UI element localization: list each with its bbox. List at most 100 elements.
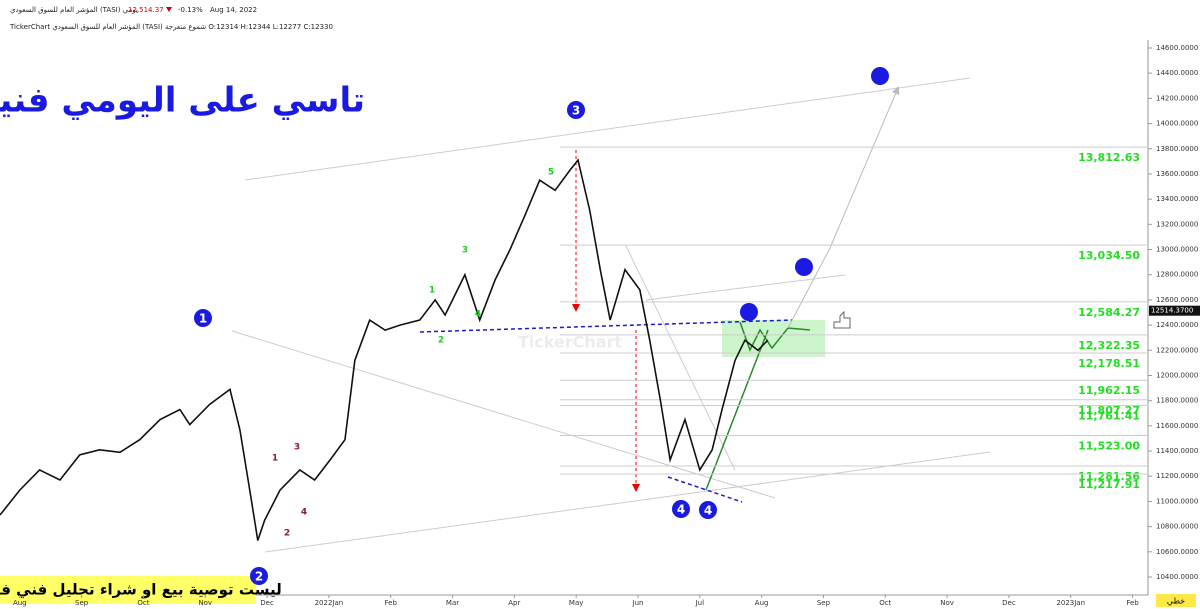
level-label: 13,812.63 — [1078, 151, 1140, 164]
trendline — [419, 319, 793, 333]
y-tick-label: 10400.0000 — [1156, 573, 1198, 581]
y-tick-label: 14200.0000 — [1156, 94, 1198, 102]
level-label: 11,807.27 — [1078, 404, 1140, 417]
wave-label: 4 — [677, 503, 685, 517]
y-tick-label: 13600.0000 — [1156, 170, 1198, 178]
level-label: 11,962.15 — [1078, 384, 1140, 397]
level-label: 12,178.51 — [1078, 357, 1140, 370]
x-tick-label: Apr — [508, 599, 520, 607]
wave-label: 3 — [294, 443, 300, 453]
wave-label: 1 — [429, 286, 435, 296]
level-label: 11,761.41 — [1078, 410, 1140, 423]
wave-label: 3 — [462, 246, 468, 256]
x-tick-label: Aug — [755, 599, 769, 607]
wave-label: 1 — [199, 312, 207, 326]
style-label[interactable]: خطي — [1167, 597, 1185, 606]
y-tick-label: 11200.0000 — [1156, 472, 1198, 480]
wave-label: 3 — [572, 104, 580, 118]
title: تاسي على اليومي فنياً فقط — [0, 75, 365, 120]
x-tick-label: Jun — [632, 599, 644, 607]
watermark: TickerChart — [518, 333, 623, 352]
level-label: 11,523.00 — [1078, 440, 1140, 453]
wave-label: 4 — [704, 504, 712, 518]
thumbs-up — [833, 310, 851, 329]
disclaimer-box — [0, 576, 256, 604]
x-tick-label: 2023Jan — [1056, 599, 1085, 607]
wave-label: 2 — [438, 336, 444, 346]
wave-circle — [567, 101, 585, 119]
current-price-box — [1149, 305, 1200, 316]
level-label: 13,034.50 — [1078, 249, 1140, 262]
wave-circle — [699, 501, 717, 519]
y-tick-label: 12200.0000 — [1156, 346, 1198, 354]
y-tick-label: 12000.0000 — [1156, 371, 1198, 379]
current-price: 12514.3700 — [1151, 307, 1193, 315]
y-tick-label: 14400.0000 — [1156, 69, 1198, 77]
y-tick-label: 13200.0000 — [1156, 220, 1198, 228]
y-tick-label: 12400.0000 — [1156, 321, 1198, 329]
x-tick-label: Oct — [879, 599, 891, 607]
y-tick-label: 14600.0000 — [1156, 44, 1198, 52]
level-label: 11,281.56 — [1078, 470, 1140, 483]
y-tick-label: 10600.0000 — [1156, 548, 1198, 556]
x-tick-label: Aug — [13, 599, 27, 607]
wave-label: 2 — [255, 570, 263, 584]
trendline — [645, 274, 846, 301]
x-tick-label: 2022Jan — [315, 599, 344, 607]
y-tick-label: 13800.0000 — [1156, 145, 1198, 153]
y-tick-label: 13000.0000 — [1156, 246, 1198, 254]
projection — [787, 86, 900, 329]
wave-circle — [250, 567, 268, 585]
date: Aug 14, 2022 — [210, 6, 257, 14]
last-price: 12,514.37 — [128, 6, 164, 14]
trendline — [705, 329, 769, 491]
x-tick-label: May — [569, 599, 583, 607]
trendline — [231, 330, 776, 499]
wave-label: 5 — [548, 168, 554, 178]
y-tick-label: 11800.0000 — [1156, 397, 1198, 405]
y-tick-label: 13400.0000 — [1156, 195, 1198, 203]
y-tick-label: 12800.0000 — [1156, 271, 1198, 279]
y-tick-label: 12600.0000 — [1156, 296, 1198, 304]
y-tick-label: 11400.0000 — [1156, 447, 1198, 455]
x-tick-label: Oct — [137, 599, 149, 607]
wave-label: 4 — [301, 508, 307, 518]
level-label: 11,217.91 — [1078, 478, 1140, 491]
x-tick-label: Feb — [385, 599, 398, 607]
y-tick-label: 14000.0000 — [1156, 120, 1198, 128]
x-tick-label: Nov — [940, 599, 954, 607]
price-line — [0, 158, 769, 541]
wave-circle — [672, 500, 690, 518]
trendline — [625, 245, 736, 471]
target-dot — [871, 67, 889, 85]
wave-label: 1 — [272, 454, 278, 464]
down-arrow — [166, 7, 172, 12]
x-tick-label: Feb — [1126, 599, 1139, 607]
price-axis — [1148, 40, 1200, 595]
target-dot — [795, 258, 813, 276]
change: -0.13% — [178, 6, 203, 14]
x-tick-label: Nov — [198, 599, 212, 607]
level-label: 12,584.27 — [1078, 306, 1140, 319]
y-tick-label: 10800.0000 — [1156, 523, 1198, 531]
y-tick-label: 11000.0000 — [1156, 497, 1198, 505]
target-zone — [722, 320, 825, 357]
trendline — [667, 476, 743, 503]
x-tick-label: Jul — [695, 599, 705, 607]
header: TickerChart المؤشر العام للسوق السعودي (… — [9, 23, 333, 31]
projection — [739, 321, 811, 352]
wave-label: 4 — [475, 310, 481, 320]
wave-label: 2 — [284, 529, 290, 539]
level-label: 12,322.35 — [1078, 339, 1140, 352]
x-tick-label: Mar — [446, 599, 459, 607]
x-tick-label: Sep — [75, 599, 89, 607]
x-tick-label: Sep — [817, 599, 831, 607]
wave-circle — [194, 309, 212, 327]
style-button[interactable] — [1156, 594, 1196, 607]
trendline — [244, 77, 971, 181]
y-tick-label: 11600.0000 — [1156, 422, 1198, 430]
disclaimer: ليست توصية بيع او شراء تحليل فني فقط — [0, 581, 282, 599]
trendline — [264, 451, 991, 553]
target-dot — [740, 303, 758, 321]
